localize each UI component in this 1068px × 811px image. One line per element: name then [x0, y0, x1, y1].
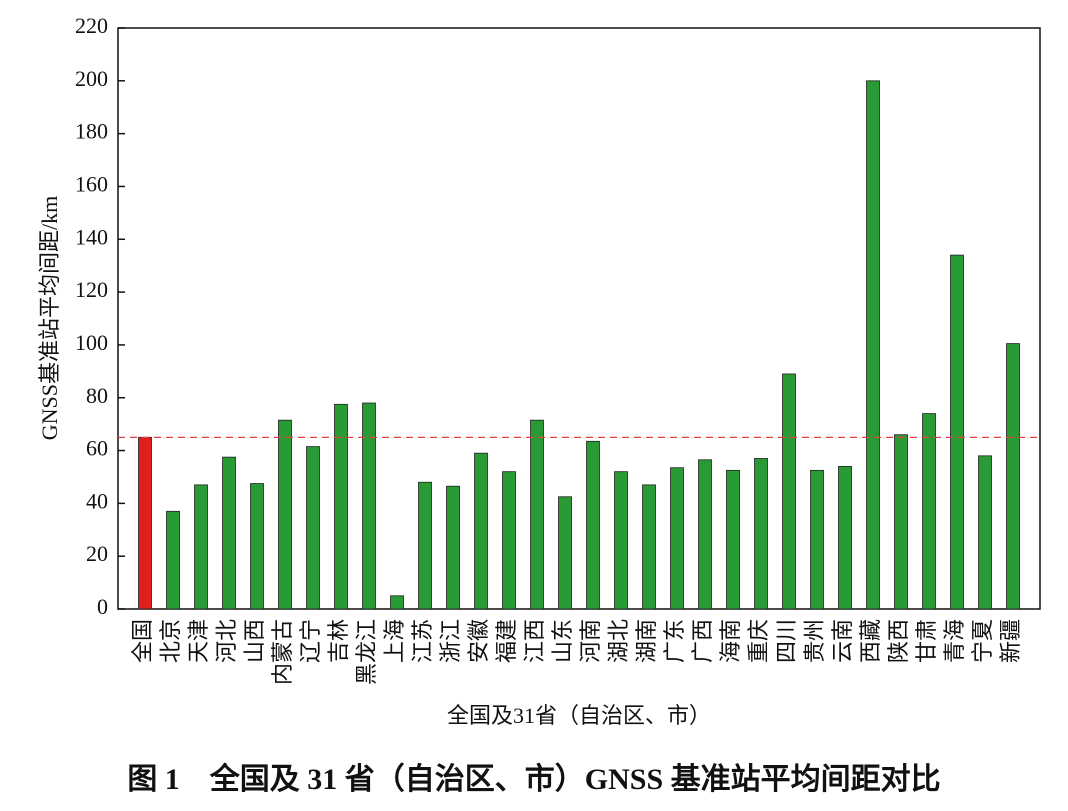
x-tick-label: 全国: [130, 619, 155, 663]
bar: [726, 469, 740, 610]
y-tick-label: 140: [75, 224, 108, 249]
y-axis-label: GNSS基准站平均间距/km: [37, 196, 62, 440]
y-tick-label: 100: [75, 330, 108, 355]
x-tick-label: 重庆: [746, 619, 771, 663]
x-tick-label: 江苏: [410, 619, 435, 663]
bar: [1006, 343, 1020, 610]
bar: [810, 469, 824, 610]
bar: [698, 459, 712, 610]
y-tick-label: 220: [75, 13, 108, 38]
x-tick-label: 广东: [662, 619, 687, 663]
bar: [670, 467, 684, 610]
x-tick-label: 福建: [494, 619, 519, 663]
bar: [586, 440, 600, 610]
x-tick-label: 北京: [158, 619, 183, 663]
x-tick-label: 青海: [942, 619, 967, 663]
bar: [558, 496, 572, 610]
bar: [222, 456, 236, 610]
x-tick-label: 湖南: [634, 619, 659, 663]
bar: [950, 254, 964, 610]
bar: [194, 484, 208, 610]
x-tick-label: 四川: [774, 619, 799, 663]
bar: [166, 510, 180, 610]
bar: [446, 485, 460, 610]
bar: [418, 481, 432, 610]
bar: [278, 419, 292, 610]
bar: [530, 419, 544, 610]
x-tick-label: 云南: [830, 619, 855, 663]
y-tick-label: 0: [97, 594, 108, 619]
bar: [474, 452, 488, 610]
bar: [362, 402, 376, 610]
bar: [306, 446, 320, 610]
x-tick-label: 宁夏: [970, 619, 995, 663]
y-tick-label: 20: [86, 541, 108, 566]
x-tick-label: 黑龙江: [354, 619, 379, 685]
bar: [614, 471, 628, 610]
x-tick-label: 贵州: [802, 619, 827, 663]
y-tick-label: 160: [75, 172, 108, 197]
y-tick-label: 60: [86, 436, 108, 461]
plot-frame: [117, 27, 1041, 610]
x-tick-label: 浙江: [438, 619, 463, 663]
bar: [138, 436, 152, 610]
bar: [754, 458, 768, 610]
x-tick-label: 上海: [382, 619, 407, 663]
x-tick-label: 新疆: [998, 619, 1023, 663]
x-tick-label: 内蒙古: [270, 619, 295, 685]
bar: [334, 403, 348, 610]
y-tick-label: 180: [75, 119, 108, 144]
x-axis-label: 全国及31省（自治区、市）: [447, 703, 711, 728]
x-tick-label: 天津: [186, 619, 211, 663]
x-tick-label: 山东: [550, 619, 575, 663]
x-tick-label: 湖北: [606, 619, 631, 663]
bar: [838, 465, 852, 610]
bar: [390, 595, 404, 610]
bar: [978, 455, 992, 610]
x-tick-label: 河南: [578, 619, 603, 663]
bar: [866, 80, 880, 610]
x-tick-label: 吉林: [326, 619, 351, 663]
bar: [894, 434, 908, 610]
bar: [250, 483, 264, 610]
bar: [642, 484, 656, 610]
bar: [782, 373, 796, 610]
x-tick-label: 河北: [214, 619, 239, 663]
x-tick-label: 广西: [690, 619, 715, 663]
y-tick-label: 80: [86, 383, 108, 408]
bar: [502, 471, 516, 610]
y-tick-label: 200: [75, 66, 108, 91]
y-tick-label: 120: [75, 277, 108, 302]
x-tick-label: 西藏: [858, 619, 883, 663]
y-tick-label: 40: [86, 488, 108, 513]
figure-caption: 图 1 全国及 31 省（自治区、市）GNSS 基准站平均间距对比: [127, 762, 940, 796]
x-tick-label: 江西: [522, 619, 547, 663]
x-tick-label: 海南: [718, 619, 743, 663]
x-tick-label: 安徽: [466, 619, 491, 663]
x-tick-label: 陕西: [886, 619, 911, 663]
x-tick-label: 甘肃: [914, 619, 939, 663]
x-tick-label: 山西: [242, 619, 267, 663]
bar: [922, 413, 936, 610]
x-tick-label: 辽宁: [298, 619, 323, 663]
